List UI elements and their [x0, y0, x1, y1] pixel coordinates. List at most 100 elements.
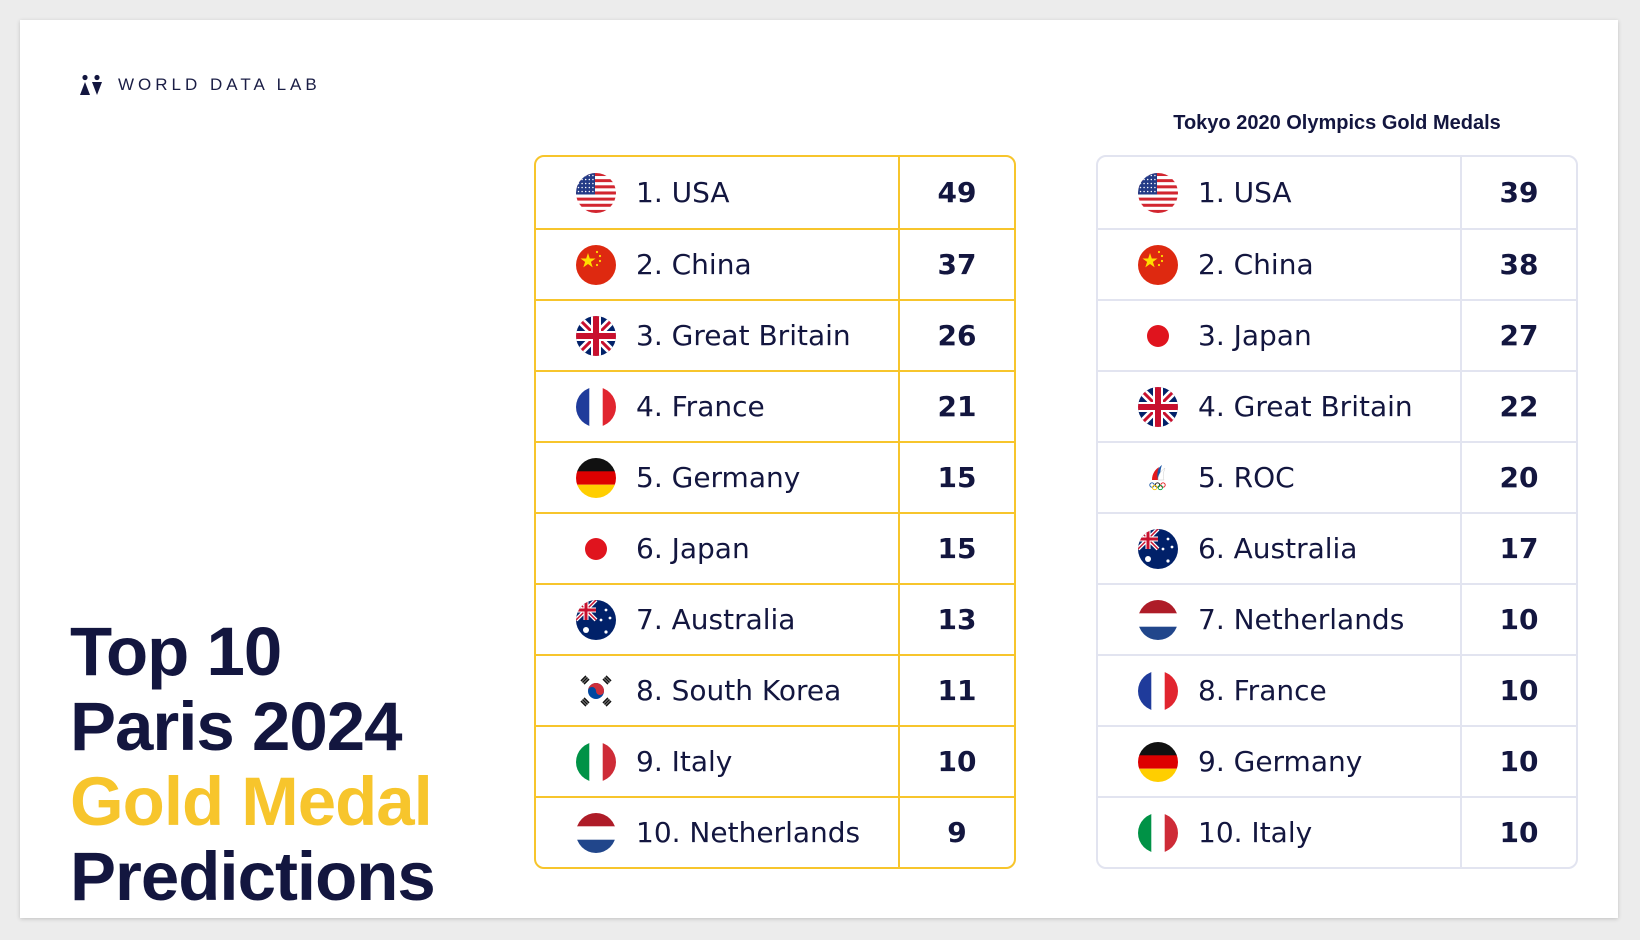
gold-medal-count: 17 — [1499, 532, 1539, 565]
gold-medal-count: 9 — [947, 816, 967, 849]
table-row: 1. USA 39 — [1098, 157, 1576, 228]
country-label: 8. France — [1198, 674, 1327, 707]
table-row: 7. Netherlands 10 — [1098, 583, 1576, 654]
country-label: 4. Great Britain — [1198, 390, 1413, 423]
headline-line-1: Top 10 — [70, 613, 282, 690]
country-label: 10. Netherlands — [636, 816, 861, 849]
country-cell: 4. France — [536, 372, 900, 441]
great-britain-flag-icon — [576, 315, 616, 356]
germany-flag-icon — [576, 457, 616, 498]
japan-flag-icon — [576, 528, 616, 569]
country-cell: 3. Japan — [1098, 301, 1462, 370]
brand-header: WORLD DATA LAB — [78, 74, 321, 96]
gold-medal-count: 26 — [937, 319, 977, 352]
headline-line-2: Paris 2024 — [70, 688, 402, 765]
gold-medal-count: 20 — [1499, 461, 1539, 494]
gold-medal-count: 37 — [937, 248, 977, 281]
country-label: 1. USA — [636, 176, 730, 209]
gold-medal-count: 11 — [937, 674, 977, 707]
table-row: 10. Italy 10 — [1098, 796, 1576, 867]
netherlands-flag-icon — [1138, 599, 1178, 640]
country-cell: 7. Australia — [536, 585, 900, 654]
gold-medal-count: 49 — [937, 176, 977, 209]
gold-medal-count: 15 — [937, 532, 977, 565]
gold-medal-count: 10 — [1499, 745, 1539, 778]
gold-medal-count: 10 — [1499, 816, 1539, 849]
country-cell: 5. Germany — [536, 443, 900, 512]
gold-medal-count: 10 — [1499, 603, 1539, 636]
gold-medal-count: 21 — [937, 390, 977, 423]
country-cell: 2. China — [536, 230, 900, 299]
country-cell: 4. Great Britain — [1098, 372, 1462, 441]
table-row: 8. France 10 — [1098, 654, 1576, 725]
country-label: 10. Italy — [1198, 816, 1313, 849]
gold-medal-count: 38 — [1499, 248, 1539, 281]
table-row: 5. ROC 20 — [1098, 441, 1576, 512]
table-row: 2. China 38 — [1098, 228, 1576, 299]
country-label: 6. Australia — [1198, 532, 1358, 565]
country-cell: 9. Germany — [1098, 727, 1462, 796]
country-label: 9. Italy — [636, 745, 733, 778]
france-flag-icon — [576, 386, 616, 427]
table-row: 3. Japan 27 — [1098, 299, 1576, 370]
italy-flag-icon — [576, 741, 616, 782]
country-label: 1. USA — [1198, 176, 1292, 209]
headline: Top 10 Paris 2024 Gold Medal Predictions — [70, 613, 436, 915]
country-cell: 8. France — [1098, 656, 1462, 725]
gold-medal-count: 27 — [1499, 319, 1539, 352]
country-label: 6. Japan — [636, 532, 750, 565]
country-cell: 10. Netherlands — [536, 798, 900, 867]
country-label: 7. Australia — [636, 603, 796, 636]
table-row: 1. USA 49 — [536, 157, 1014, 228]
italy-flag-icon — [1138, 812, 1178, 853]
country-label: 2. China — [1198, 248, 1314, 281]
headline-line-4: Predictions — [70, 838, 436, 915]
table-row: 4. Great Britain 22 — [1098, 370, 1576, 441]
gold-medal-count: 13 — [937, 603, 977, 636]
table-row: 3. Great Britain 26 — [536, 299, 1014, 370]
country-cell: 6. Japan — [536, 514, 900, 583]
australia-flag-icon — [1138, 528, 1178, 569]
table-row: 6. Japan 15 — [536, 512, 1014, 583]
country-cell: 9. Italy — [536, 727, 900, 796]
usa-flag-icon — [1138, 172, 1178, 213]
world-data-lab-logo-icon — [80, 74, 102, 95]
roc-flag-icon — [1138, 457, 1178, 498]
gold-medal-count: 10 — [937, 745, 977, 778]
china-flag-icon — [1138, 244, 1178, 285]
country-cell: 10. Italy — [1098, 798, 1462, 867]
table-row: 4. France 21 — [536, 370, 1014, 441]
gold-medal-count: 39 — [1499, 176, 1539, 209]
table-row: 9. Italy 10 — [536, 725, 1014, 796]
country-cell: 3. Great Britain — [536, 301, 900, 370]
table-row: 2. China 37 — [536, 228, 1014, 299]
table-row: 7. Australia 13 — [536, 583, 1014, 654]
table-row: 10. Netherlands 9 — [536, 796, 1014, 867]
country-cell: 6. Australia — [1098, 514, 1462, 583]
country-cell: 5. ROC — [1098, 443, 1462, 512]
country-label: 5. Germany — [636, 461, 801, 494]
table-row: 6. Australia 17 — [1098, 512, 1576, 583]
headline-line-3: Gold Medal — [70, 763, 433, 840]
country-cell: 2. China — [1098, 230, 1462, 299]
france-flag-icon — [1138, 670, 1178, 711]
paris-predictions-table: 1. USA 49 2. China 37 3. Great Britain 26 4. F… — [534, 155, 1016, 869]
tokyo-table-title: Tokyo 2020 Olympics Gold Medals — [1173, 112, 1501, 134]
gold-medal-count: 15 — [937, 461, 977, 494]
south-korea-flag-icon — [576, 670, 616, 711]
country-cell: 1. USA — [1098, 157, 1462, 228]
gold-medal-count: 22 — [1499, 390, 1539, 423]
country-cell: 8. South Korea — [536, 656, 900, 725]
germany-flag-icon — [1138, 741, 1178, 782]
country-label: 3. Great Britain — [636, 319, 851, 352]
japan-flag-icon — [1138, 315, 1178, 356]
tokyo-gold-medals-table: 1. USA 39 2. China 38 3. Japan 27 4. Great Bri… — [1096, 155, 1578, 869]
gold-medal-count: 10 — [1499, 674, 1539, 707]
country-label: 2. China — [636, 248, 752, 281]
australia-flag-icon — [576, 599, 616, 640]
country-label: 3. Japan — [1198, 319, 1312, 352]
country-label: 8. South Korea — [636, 674, 842, 707]
usa-flag-icon — [576, 172, 616, 213]
country-label: 9. Germany — [1198, 745, 1363, 778]
country-label: 4. France — [636, 390, 765, 423]
